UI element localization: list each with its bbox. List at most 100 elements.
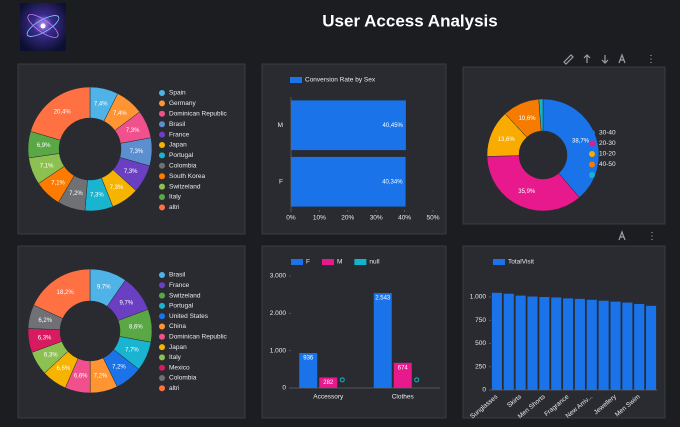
legend-label: France [169,282,190,289]
legend-label: Colombia [169,375,197,382]
legend-swatch [159,272,165,278]
sort-icon[interactable] [618,230,626,241]
legend-swatch [159,131,165,138]
bar [563,298,574,390]
toolbar[interactable] [563,53,653,241]
donut-segment [33,268,91,319]
legend-swatch [493,259,505,265]
segment-label: 6,6% [57,366,71,372]
x-tick-label: 40% [398,215,411,222]
legend-swatch [589,151,595,157]
legend-swatch [159,121,165,128]
legend-swatch [589,172,595,178]
bar [610,301,621,390]
y-tick-label: 3.000 [270,273,287,280]
legend-label: Dominican Republic [169,334,228,341]
bar [551,297,562,390]
y-tick-label: 250 [475,363,486,370]
legend-label: China [169,323,186,330]
bar-label: 936 [303,356,314,362]
legend-swatch [589,140,595,147]
bar [527,296,538,390]
y-tick-label: 1.000 [470,294,487,301]
down-icon[interactable] [601,55,609,64]
segment-label: 6,3% [38,336,52,342]
legend-label: altri [169,204,179,211]
segment-label: 7,1% [40,163,54,169]
bar [515,295,526,390]
logo [20,3,66,51]
y-tick-label: 0 [482,387,486,394]
segment-label: 7,3% [130,149,144,155]
legend-swatch [159,375,165,381]
x-tick-label: Clothes [392,394,415,401]
bar [598,300,609,390]
segment-label: 8,6% [129,325,143,331]
legend-swatch [290,77,302,83]
x-tick-label: 0% [286,215,296,222]
legend-swatch [159,292,165,299]
y-tick-label: 0 [282,385,286,392]
segment-label: 7,3% [126,128,140,134]
legend-swatch [159,90,165,96]
legend-label: Japan [169,344,187,351]
bar-label: 282 [323,380,334,386]
legend-label: altri [169,385,179,392]
legend-label: 30-40 [599,130,616,137]
legend-swatch [159,333,165,340]
bar-label: 674 [398,365,409,371]
donut-segment [486,155,580,212]
segment-label: 7,2% [112,364,126,370]
bar-label: 2.543 [375,296,391,302]
x-tick-label: 10% [313,215,326,222]
bar [646,305,657,390]
segment-label: 6,3% [44,353,58,359]
segment-label: 7,1% [51,180,65,186]
segment-label: 20,4% [54,109,72,115]
bar [393,362,412,388]
sort-icon[interactable] [618,53,626,64]
legend-swatch [159,100,165,107]
legend-swatch [159,344,165,351]
legend-label: 10-20 [599,151,616,158]
legend-label: Portugal [169,152,194,159]
x-tick-label: 50% [426,215,439,222]
segment-label: 35,9% [518,189,536,195]
donut-segment [538,98,544,132]
legend-swatch [159,142,165,148]
legend-swatch [321,259,334,265]
legend-label: Japan [169,142,187,149]
x-tick-label: Accessory [313,394,344,401]
bar [503,293,514,390]
y-tick-label: F [279,178,283,185]
segment-label: 38,7% [572,139,590,145]
legend-label: Italy [169,354,182,361]
y-tick-label: 500 [475,340,486,347]
y-tick-label: M [278,122,283,129]
segment-label: 10,6% [519,116,537,122]
segment-label: 9,7% [97,285,111,291]
legend-swatch [291,259,303,265]
bar [622,302,633,390]
legend-swatch [159,282,165,289]
edit-icon[interactable] [563,54,574,65]
bar [373,293,392,388]
x-tick-label: 20% [341,215,354,222]
segment-label: 7,2% [94,373,108,379]
legend-label: Spain [169,90,186,97]
segment-label: 9,7% [120,300,134,306]
legend-label: M [337,259,342,266]
legend-swatch [159,110,165,117]
donut-segment [30,86,91,141]
legend-swatch [159,183,165,190]
legend-swatch [159,194,165,200]
segment-label: 7,3% [90,193,104,199]
legend-label: null [369,259,380,266]
legend-label: Brasil [169,272,186,279]
segment-label: 6,2% [38,318,52,324]
segment-label: 13,6% [498,137,516,143]
legend-swatch [159,313,165,320]
up-icon[interactable] [583,54,591,63]
segment-label: 7,3% [110,185,124,191]
y-tick-label: 2.000 [270,310,287,317]
